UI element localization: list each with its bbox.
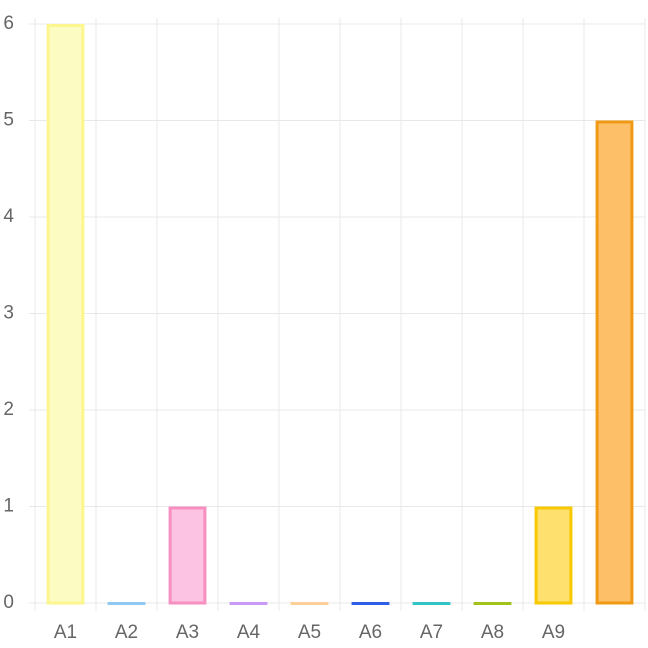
x-tick-label: A3 [176,622,199,643]
y-tick-label: 6 [3,13,14,34]
bar [229,602,268,605]
bar [107,602,146,605]
y-tick-label: 3 [3,303,14,324]
x-tick-label: A9 [542,622,565,643]
x-tick-label: A5 [298,622,321,643]
bar [595,120,634,605]
x-tick-label: A6 [359,622,382,643]
bar [46,24,85,605]
x-tick-label: A2 [115,622,138,643]
x-tick-label: A8 [481,622,504,643]
y-tick-label: 1 [3,496,14,517]
y-tick-label: 0 [3,592,14,613]
bar [412,602,451,605]
y-tick-label: 4 [3,206,14,227]
bar [290,602,329,605]
x-tick-label: A7 [420,622,443,643]
bar [473,602,512,605]
x-tick-label: A4 [237,622,261,643]
bar [534,506,573,605]
bar [168,506,207,605]
bar [351,602,390,605]
x-tick-label: A1 [54,622,77,643]
y-tick-label: 5 [3,110,14,131]
y-tick-label: 2 [3,399,14,420]
